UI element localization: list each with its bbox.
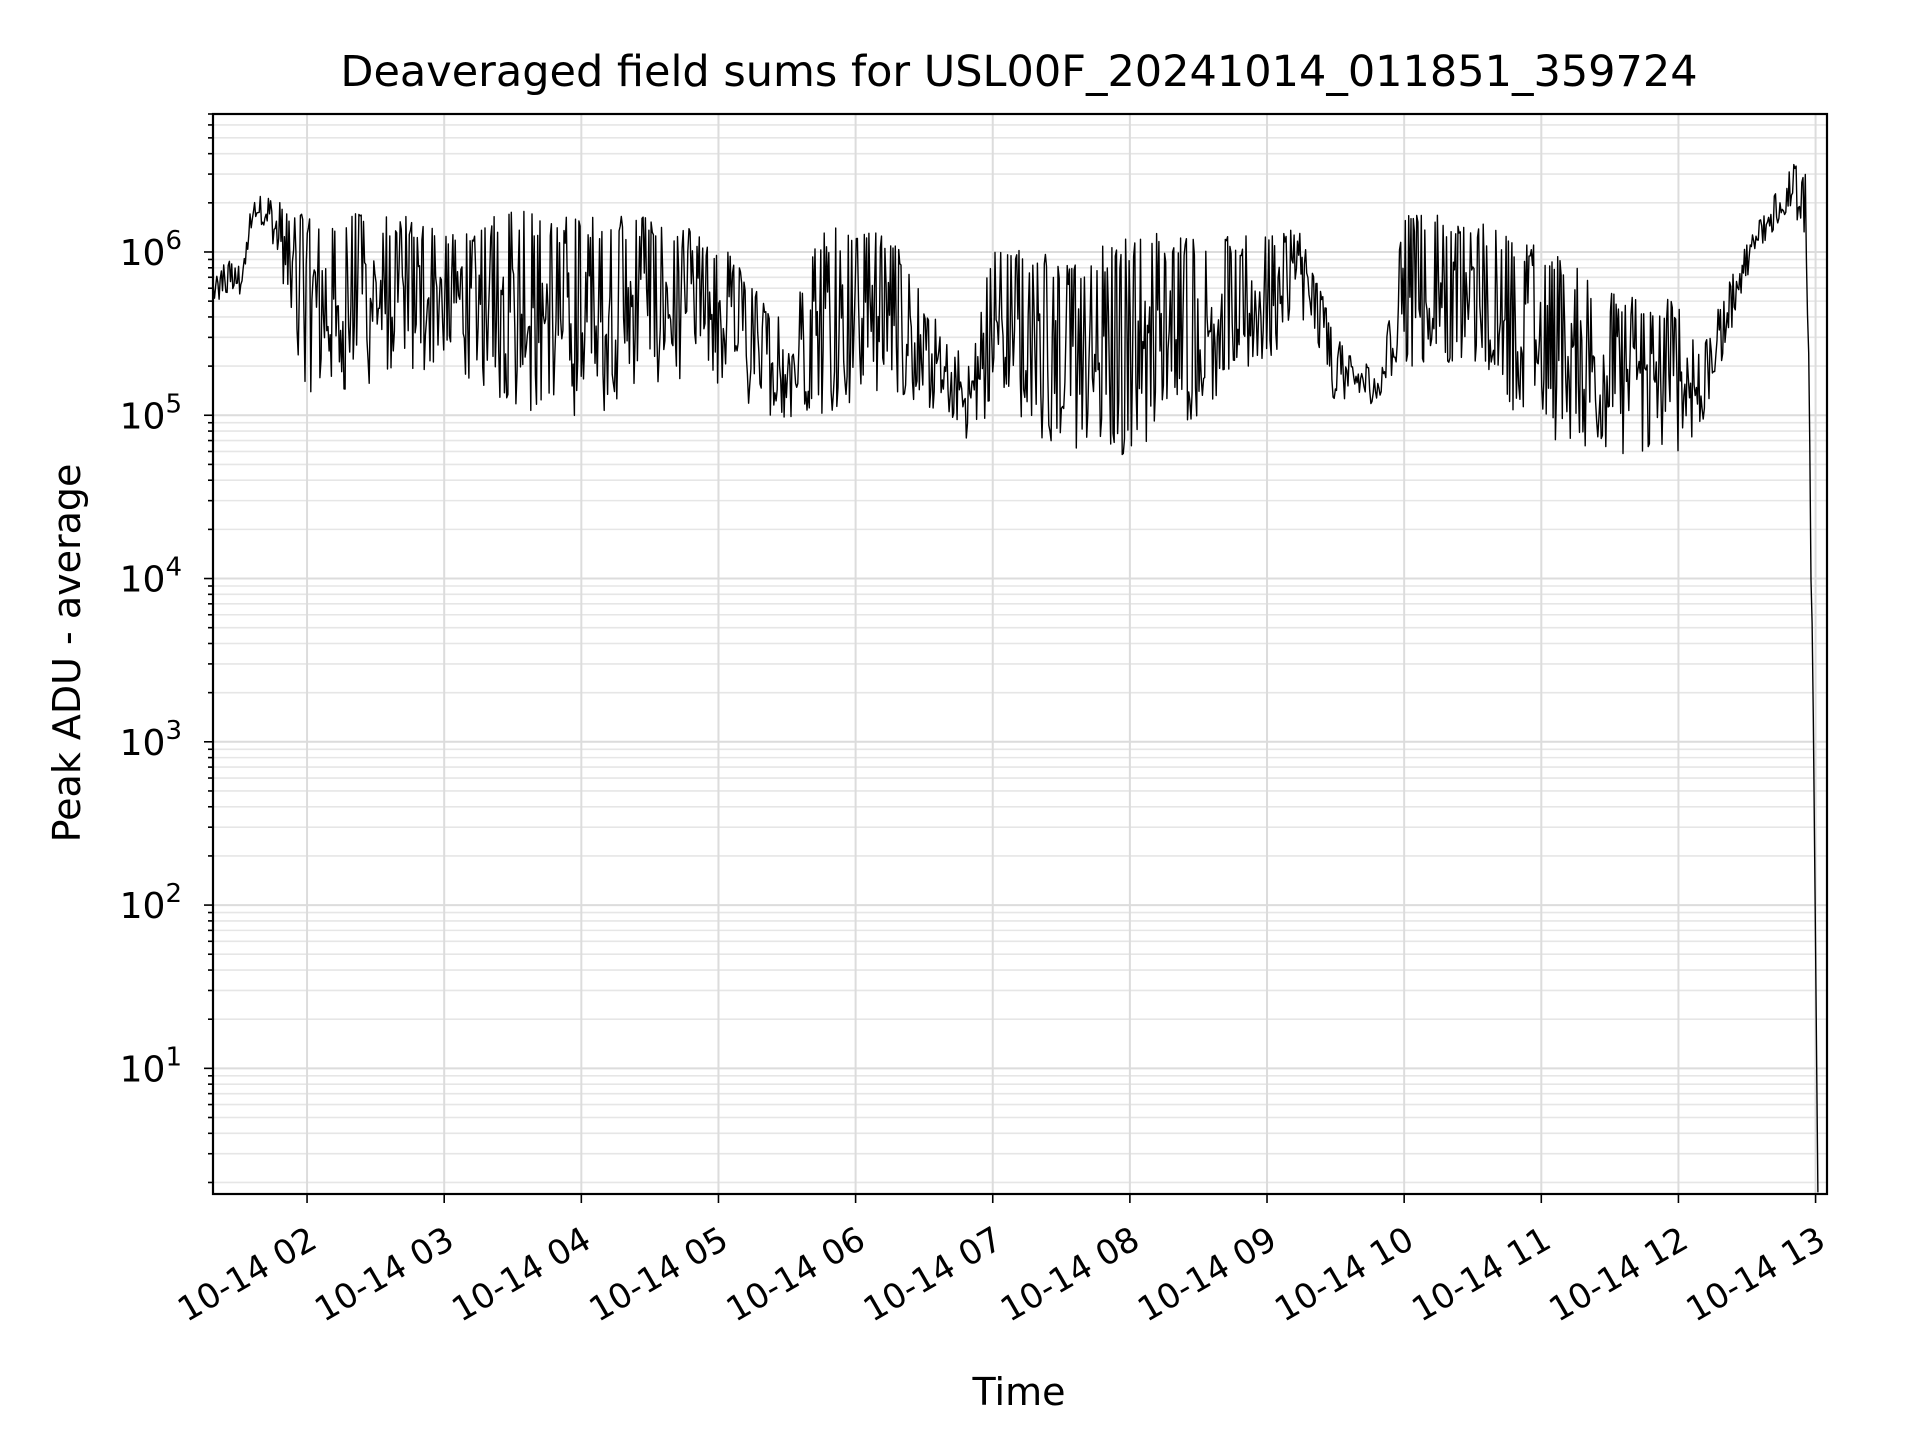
plot-frame — [211, 112, 1829, 1196]
y-axis-label: Peak ADU - average — [45, 464, 89, 843]
y-tick-label: 102 — [120, 879, 182, 927]
chart-title: Deaveraged field sums for USL00F_2024101… — [340, 47, 1697, 97]
y-tick-label: 105 — [120, 389, 182, 437]
y-tick-label: 103 — [120, 716, 182, 764]
y-tick-label: 106 — [120, 226, 182, 274]
y-tick-label: 104 — [120, 553, 182, 601]
x-axis-label: Time — [972, 1370, 1066, 1414]
series-group — [212, 163, 1819, 1193]
series-line — [212, 163, 1819, 1193]
y-tick-label: 101 — [120, 1042, 182, 1090]
